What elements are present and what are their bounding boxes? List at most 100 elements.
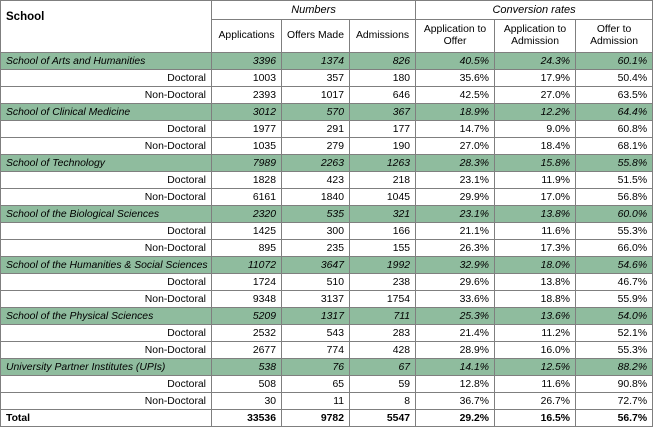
offers-made-cell: 300 [281,222,350,240]
table-row: Non-Doctoral 1035 279 190 27.0% 18.4% 68.1% [0,137,654,155]
admissions-cell: 428 [348,341,417,359]
application-to-admission-cell: 18.8% [494,290,577,308]
admissions-cell: 218 [348,171,417,189]
application-to-admission-cell: 11.6% [494,375,577,393]
offer-to-admission-cell: 46.7% [575,273,654,291]
header-row-groups: School Numbers Conversion rates [0,0,654,53]
offers-made-cell: 3137 [281,290,350,308]
applications-cell: 5209 [211,307,282,325]
programme-type-label: Doctoral [0,273,212,291]
applications-cell: 895 [211,239,282,257]
admissions-cell: 1045 [348,188,417,206]
conversion-rates-group-header: Conversion rates [415,0,654,20]
offer-to-admission-cell: 64.4% [575,103,654,121]
admissions-cell: 321 [348,205,417,223]
offers-made-cell: 774 [281,341,350,359]
offers-made-cell: 291 [281,120,350,138]
table-row: Non-Doctoral 6161 1840 1045 29.9% 17.0% 56.8% [0,188,654,206]
programme-type-label: Doctoral [0,375,212,393]
application-to-admission-cell: 13.8% [494,273,577,291]
school-name: School of the Physical Sciences [0,307,212,325]
offer-to-admission-cell: 55.9% [575,290,654,308]
table-row: Doctoral 1003 357 180 35.6% 17.9% 50.4% [0,69,654,87]
admissions-cell: 59 [348,375,417,393]
offer-to-admission-cell: 55.8% [575,154,654,172]
admissions-cell: 1263 [348,154,417,172]
admissions-cell: 238 [348,273,417,291]
admissions-cell: 177 [348,120,417,138]
offers-made-cell: 3647 [281,256,350,274]
applications-cell: 3396 [211,52,282,70]
offer-to-admission-cell: 60.1% [575,52,654,70]
offers-made-cell: 235 [281,239,350,257]
application-to-admission-cell: 17.9% [494,69,577,87]
applications-cell: 11072 [211,256,282,274]
offers-made-cell: 2263 [281,154,350,172]
school-row: School of the Physical Sciences 5209 1317 7… [0,307,654,325]
offers-made-cell: 1374 [281,52,350,70]
admissions-cell: 646 [348,86,417,104]
programme-type-label: Non-Doctoral [0,239,212,257]
table-row: Doctoral 1828 423 218 23.1% 11.9% 51.5% [0,171,654,189]
admissions-header: Admissions [348,19,417,53]
application-to-offer-cell: 21.1% [415,222,496,240]
offer-to-admission-cell: 88.2% [575,358,654,376]
school-row: School of Arts and Humanities 3396 1374 826… [0,52,654,70]
offers-made-cell: 11 [281,392,350,410]
applications-header: Applications [211,19,282,53]
school-row: School of Technology 7989 2263 1263 28.3% 15.… [0,154,654,172]
offer-to-admission-cell: 63.5% [575,86,654,104]
applications-cell: 30 [211,392,282,410]
programme-type-label: Non-Doctoral [0,137,212,155]
application-to-offer-cell: 29.9% [415,188,496,206]
application-to-offer-cell: 27.0% [415,137,496,155]
admissions-cell: 711 [348,307,417,325]
application-to-admission-cell: 17.3% [494,239,577,257]
header-row-columns: Applications Offers Made Admissions Appl… [1,19,654,53]
applications-cell: 2320 [211,205,282,223]
table-row: Doctoral 508 65 59 12.8% 11.6% 90.8% [0,375,654,393]
application-to-offer-cell: 28.9% [415,341,496,359]
programme-type-label: Non-Doctoral [0,392,212,410]
admissions-cell: 190 [348,137,417,155]
applications-cell: 1003 [211,69,282,87]
school-row: University Partner Institutes (UPIs) 538 7… [0,358,654,376]
application-to-offer-cell: 26.3% [415,239,496,257]
application-to-offer-cell: 23.1% [415,171,496,189]
admissions-cell: 283 [348,324,417,342]
application-to-admission-cell: 11.2% [494,324,577,342]
application-to-offer-cell: 18.9% [415,103,496,121]
table-row: Doctoral 1425 300 166 21.1% 11.6% 55.3% [0,222,654,240]
application-to-offer-cell: 28.3% [415,154,496,172]
application-to-admission-cell: 11.9% [494,171,577,189]
admissions-cell: 155 [348,239,417,257]
admissions-table: School Numbers Conversion rates Applicat… [0,0,654,427]
numbers-group-header: Numbers [210,0,417,20]
application-to-offer-cell: 12.8% [415,375,496,393]
programme-type-label: Doctoral [0,222,212,240]
offers-made-cell: 510 [281,273,350,291]
total-row: Total 33536 9782 5547 29.2% 16.5% 56.7% [0,409,654,427]
school-name: School of the Humanities & Social Scienc… [0,256,212,274]
offers-made-cell: 543 [281,324,350,342]
application-to-admission-cell: 27.0% [494,86,577,104]
table-row: Non-Doctoral 30 11 8 36.7% 26.7% 72.7% [0,392,654,410]
admissions-cell: 8 [348,392,417,410]
offer-to-admission-cell: 68.1% [575,137,654,155]
admissions-cell: 367 [348,103,417,121]
applications-cell: 1035 [211,137,282,155]
school-row: School of the Biological Sciences 2320 535… [0,205,654,223]
table-row: Non-Doctoral 2393 1017 646 42.5% 27.0% 63.5% [0,86,654,104]
offer-to-admission-cell: 60.0% [575,205,654,223]
programme-type-label: Non-Doctoral [0,86,212,104]
applications-cell: 1828 [211,171,282,189]
application-to-admission-cell: 13.6% [494,307,577,325]
application-to-admission-cell: 16.5% [494,409,577,427]
offer-to-admission-cell: 56.7% [575,409,654,427]
application-to-offer-cell: 36.7% [415,392,496,410]
table-row: Non-Doctoral 2677 774 428 28.9% 16.0% 55.3% [0,341,654,359]
offers-made-cell: 570 [281,103,350,121]
applications-cell: 508 [211,375,282,393]
applications-cell: 2393 [211,86,282,104]
application-to-admission-cell: 9.0% [494,120,577,138]
